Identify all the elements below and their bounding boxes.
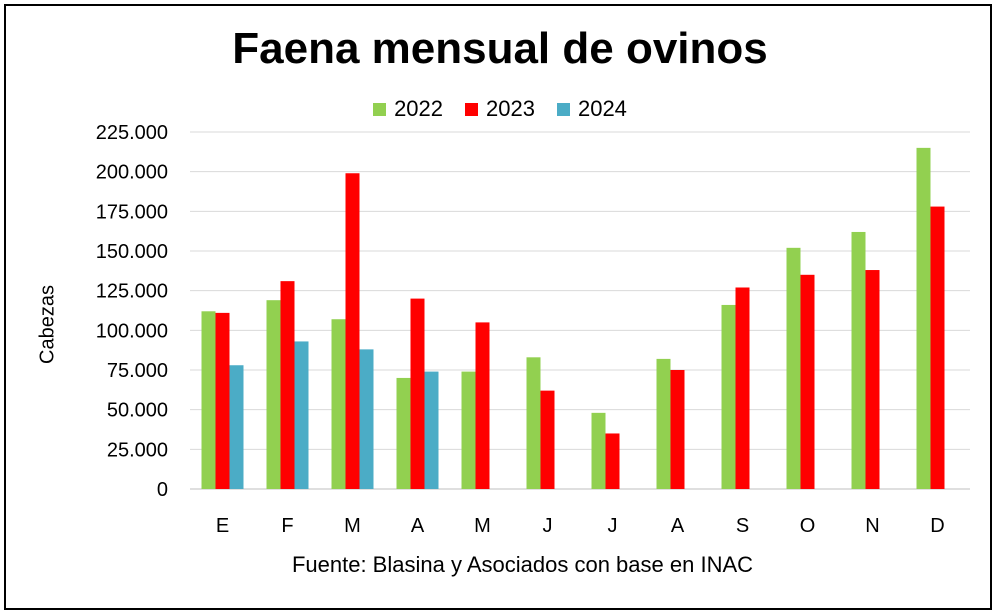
x-tick-label: J (543, 515, 553, 537)
y-tick-label: 75.000 (107, 360, 168, 382)
chart-title: Faena mensual de ovinos (232, 24, 768, 73)
bar-2023-J (540, 390, 555, 489)
y-tick-label: 0 (157, 479, 168, 501)
x-tick-label: O (800, 515, 816, 537)
x-tick-label: E (216, 515, 229, 537)
bar-2022-M (331, 319, 346, 489)
x-tick-label: S (736, 515, 749, 537)
legend-label-2022: 2022 (394, 96, 444, 121)
y-tick-label: 25.000 (107, 439, 168, 461)
bar-2023-N (865, 270, 880, 489)
bar-2022-O (786, 247, 801, 489)
x-tick-label: A (671, 515, 685, 537)
bar-2022-N (851, 231, 866, 489)
bar-2023-J (605, 433, 620, 489)
y-tick-label: 50.000 (107, 400, 168, 422)
x-tick-label: J (608, 515, 618, 537)
bar-2023-M (475, 322, 490, 489)
legend-item-2023: 2023 (465, 96, 535, 122)
x-tick-label: F (281, 515, 293, 537)
bar-2024-F (294, 341, 309, 489)
x-tick-label: A (411, 515, 425, 537)
bar-2024-A (424, 371, 439, 489)
bar-2022-J (526, 357, 541, 489)
bar-2023-A (410, 298, 425, 489)
bar-2023-O (800, 274, 815, 489)
legend-item-2024: 2024 (556, 96, 627, 122)
x-tick-label: N (865, 515, 879, 537)
bar-2022-F (266, 300, 281, 489)
legend-label-2023: 2023 (486, 96, 535, 121)
legend-label-2024: 2024 (577, 96, 627, 121)
y-tick-label: 225.000 (96, 122, 168, 144)
bar-2022-S (721, 304, 736, 489)
x-tick-label: M (344, 515, 361, 537)
legend-swatch-2022 (373, 102, 387, 116)
bar-2022-E (201, 311, 216, 489)
bar-2023-M (345, 173, 360, 489)
bar-2022-M (461, 371, 476, 489)
x-tick-label: M (474, 515, 491, 537)
y-tick-label: 100.000 (96, 320, 168, 342)
bar-2022-A (656, 358, 671, 489)
bar-2023-A (670, 370, 685, 489)
y-tick-label: 175.000 (96, 201, 168, 223)
bar-2023-F (280, 281, 295, 489)
legend-item-2022: 2022 (373, 96, 443, 122)
y-tick-label: 150.000 (96, 241, 168, 263)
x-tick-label: D (930, 515, 944, 537)
bar-2022-J (591, 412, 606, 489)
source-note: Fuente: Blasina y Asociados con base en … (291, 552, 754, 577)
bar-2022-A (396, 377, 411, 489)
bar-2023-E (215, 312, 230, 489)
chart-legend: 2022 2023 2024 (0, 96, 1000, 122)
y-tick-label: 125.000 (96, 281, 168, 303)
bar-2024-E (229, 365, 244, 489)
legend-swatch-2024 (556, 102, 570, 116)
legend-swatch-2023 (465, 102, 479, 116)
bar-2023-D (930, 206, 945, 489)
bar-2024-M (359, 349, 374, 489)
y-tick-label: 200.000 (96, 162, 168, 184)
bar-2023-S (735, 287, 750, 489)
chart-frame (4, 4, 992, 610)
bar-2022-D (916, 147, 931, 489)
